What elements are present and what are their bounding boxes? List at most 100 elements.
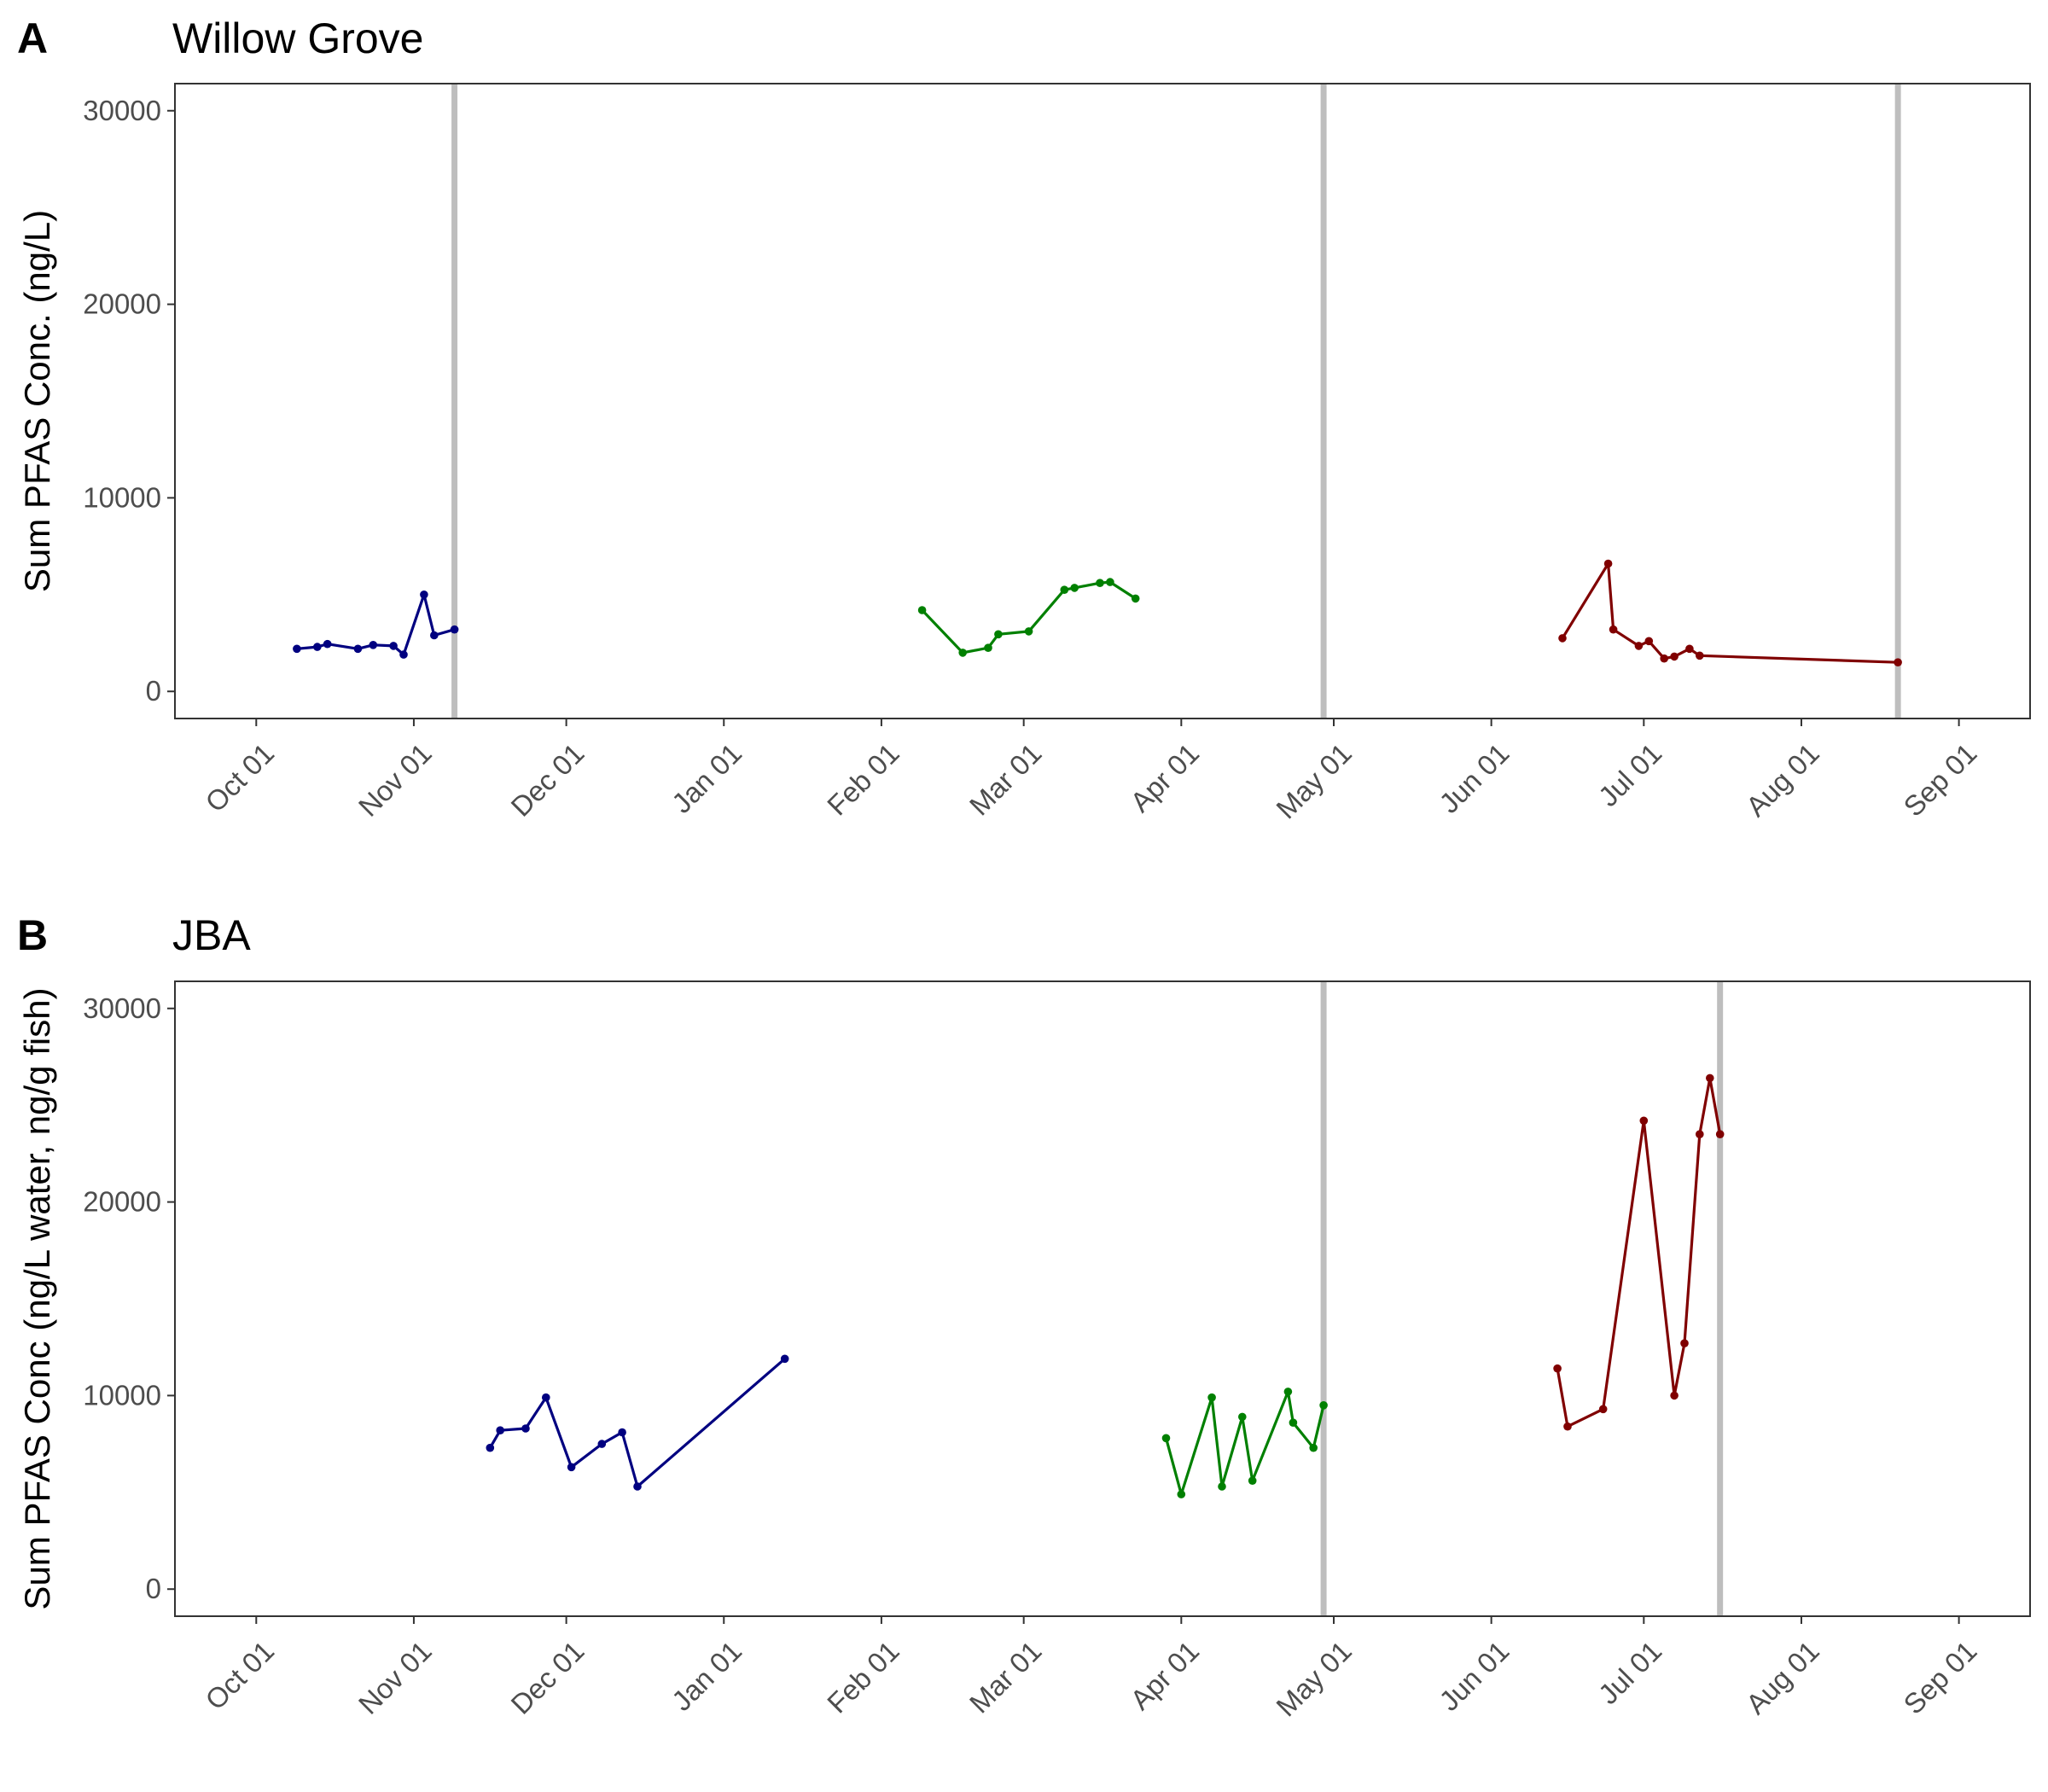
- chart-2-series-2-line: [1164, 1390, 1325, 1496]
- chart-1-x-tick-label: Apr 01: [1124, 737, 1205, 818]
- chart-1-y-tick-label: 0: [146, 675, 161, 707]
- chart-1-series-3-point: [1609, 625, 1618, 634]
- chart-2-series-1-point: [567, 1463, 576, 1472]
- chart-1-x-tick-label: Sep 01: [1897, 737, 1982, 823]
- chart-2-series-2-point: [1289, 1418, 1298, 1427]
- chart-1-series-2-point: [958, 649, 967, 657]
- chart-1-series-1-point: [369, 641, 378, 649]
- chart-2-x-tick-label: Jun 01: [1433, 1635, 1515, 1717]
- chart-1-series-3-line: [1561, 561, 1899, 664]
- chart-1-plot-area: [175, 84, 2030, 719]
- chart-1-series-2-point: [1024, 627, 1033, 636]
- chart-2-x-tick-label: Aug 01: [1740, 1635, 1825, 1720]
- chart-2-series-1-point: [597, 1440, 607, 1448]
- chart-1-x-tick-label: Mar 01: [963, 737, 1048, 822]
- chart-2-series-2-point: [1248, 1476, 1257, 1485]
- chart-1-series-1-line: [296, 593, 456, 656]
- chart-2-y-tick-label: 30000: [83, 992, 161, 1024]
- chart-1-series-3-point: [1685, 644, 1694, 654]
- chart-2-y-axis-label: Sum PFAS Conc (ng/L water, ng/g fish): [17, 987, 57, 1609]
- chart-1-series-1-point: [420, 591, 428, 599]
- chart-1-x-tick-label: Oct 01: [199, 737, 280, 818]
- chart-2-series-1-point: [496, 1426, 504, 1434]
- chart-2-series-2-point: [1238, 1412, 1247, 1422]
- chart-2-x-tick-label: Feb 01: [821, 1635, 905, 1719]
- chart-1-series-2-point: [1060, 585, 1069, 594]
- chart-2-panel-border: [174, 980, 2031, 1617]
- chart-1-series-2-point: [1131, 594, 1140, 603]
- chart-1-series-3-point: [1644, 637, 1654, 646]
- chart-1-series-3-point: [1670, 652, 1679, 661]
- chart-2-series-2-point: [1177, 1490, 1186, 1498]
- chart-1-series-2-point: [917, 606, 927, 614]
- chart-2-series-3-point: [1680, 1339, 1689, 1347]
- chart-1-series-1-point: [399, 650, 408, 659]
- chart-2-series-3-point: [1598, 1405, 1608, 1414]
- chart-1-y-tick-label: 20000: [83, 288, 161, 320]
- chart-1-marks: [293, 84, 1902, 719]
- chart-1-x-tick-label: Aug 01: [1740, 737, 1825, 823]
- chart-1-panel-border: [174, 83, 2031, 719]
- chart-1-panel-tag: A: [17, 15, 48, 62]
- chart-2-plot-area: [175, 981, 2030, 1616]
- chart-1-series-2-point: [984, 643, 992, 652]
- chart-2-series-3-point: [1670, 1391, 1679, 1400]
- chart-2-series-1-point: [521, 1424, 530, 1433]
- chart-2-series-1-point: [618, 1428, 626, 1437]
- chart-1-series-2-line: [921, 580, 1137, 655]
- chart-1-y-tick-label: 10000: [83, 481, 161, 513]
- chart-1-series-3-point: [1558, 634, 1567, 643]
- chart-2-series-1-point: [780, 1354, 789, 1364]
- chart-2-series-2-point: [1319, 1401, 1328, 1410]
- chart-1-x-tick-label: May 01: [1270, 737, 1358, 825]
- chart-1-x-tick-label: Dec 01: [504, 737, 590, 823]
- chart-2-x-tick-label: Mar 01: [963, 1635, 1048, 1719]
- chart-2-series-2-point: [1218, 1482, 1226, 1491]
- chart-2-x-tick-label: Dec 01: [504, 1635, 590, 1720]
- chart-1-title: Willow Grove: [172, 15, 423, 62]
- chart-1-series-1-point: [313, 643, 322, 651]
- chart-2-series-3-point: [1706, 1073, 1714, 1083]
- chart-1-series-3-point: [1894, 658, 1902, 666]
- chart-2-series-2-point: [1161, 1434, 1171, 1443]
- chart-2-x-tick-label: Jan 01: [666, 1635, 748, 1717]
- chart-2-x-tick-label: Apr 01: [1124, 1635, 1205, 1716]
- chart-2-series-3-point: [1696, 1130, 1704, 1138]
- chart-2-panel-tag: B: [17, 911, 48, 959]
- chart-1-y-tick-label: 30000: [83, 95, 161, 126]
- chart-2-series-3-point: [1553, 1364, 1562, 1373]
- chart-2-title: JBA: [172, 911, 251, 959]
- chart-2: B JBA Sum PFAS Conc (ng/L water, ng/g fish…: [17, 911, 2031, 1723]
- chart-2-y-tick-label: 20000: [83, 1186, 161, 1218]
- chart-2-x-tick-label: Nov 01: [352, 1635, 438, 1720]
- chart-1-y-axis-label: Sum PFAS Conc. (ng/L): [17, 210, 57, 592]
- chart-1-series-1-point: [450, 625, 459, 634]
- chart-1-series-2-point: [1096, 579, 1104, 587]
- chart-2-y-tick-label: 0: [146, 1573, 161, 1604]
- chart-1-series-2-point: [994, 630, 1003, 639]
- chart-2-series-3-point: [1715, 1130, 1725, 1138]
- chart-2-series-2-point: [1283, 1388, 1293, 1396]
- chart-1-series-3-point: [1660, 654, 1668, 663]
- chart-1-series-3-point: [1696, 651, 1704, 660]
- chart-1-x-tick-label: Jan 01: [666, 737, 748, 819]
- chart-2-x-tick-label: May 01: [1270, 1635, 1358, 1723]
- chart-1-x-tick-label: Feb 01: [821, 737, 905, 822]
- chart-1-x-tick-label: Nov 01: [352, 737, 438, 823]
- chart-1: A Willow Grove Sum PFAS Conc. (ng/L) 0 10000…: [17, 15, 2031, 825]
- chart-1-x-tick-label: Jun 01: [1433, 737, 1515, 819]
- chart-2-series-3-point: [1563, 1422, 1572, 1431]
- chart-2-y-tick-label: 10000: [83, 1379, 161, 1411]
- chart-2-x-tick-label: Oct 01: [199, 1635, 280, 1716]
- chart-1-series-1-point: [430, 631, 439, 640]
- chart-2-series-1-point: [633, 1482, 642, 1491]
- chart-2-x-tick-label: Sep 01: [1897, 1635, 1982, 1720]
- chart-2-series-3-point: [1639, 1116, 1649, 1126]
- chart-2-marks: [486, 981, 1725, 1616]
- chart-1-series-1-point: [353, 644, 363, 654]
- chart-2-series-1-point: [486, 1443, 495, 1452]
- chart-1-series-3-point: [1634, 642, 1644, 650]
- chart-1-series-1-point: [389, 642, 398, 650]
- chart-1-series-1-point: [293, 644, 301, 654]
